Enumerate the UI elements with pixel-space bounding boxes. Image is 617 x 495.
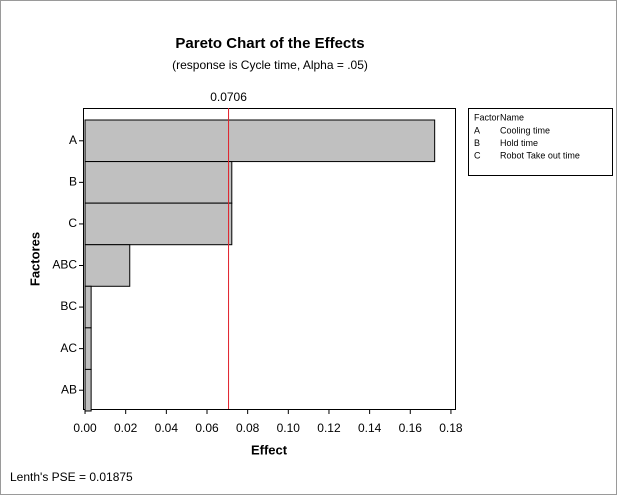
legend-name: Cooling time (500, 125, 550, 135)
chart-subtitle: (response is Cycle time, Alpha = .05) (172, 58, 368, 72)
y-tick-label: AB (61, 382, 77, 396)
legend-name: Hold time (500, 138, 538, 148)
legend-factor: B (474, 138, 480, 148)
x-tick-label: 0.12 (317, 421, 341, 435)
legend-box (468, 108, 613, 176)
y-tick-label: AC (60, 341, 77, 355)
y-tick-label: BC (60, 299, 77, 313)
x-tick-label: 0.18 (439, 421, 463, 435)
y-tick-label: ABC (52, 258, 77, 272)
x-axis-label: Effect (251, 442, 288, 457)
bar (84, 161, 233, 204)
bar (84, 285, 92, 329)
legend-header: Name (500, 112, 524, 122)
x-tick-label: 0.02 (114, 421, 138, 435)
legend-factor: C (474, 150, 481, 160)
bar (84, 244, 131, 287)
bar (84, 327, 92, 370)
x-tick-label: 0.00 (73, 421, 97, 435)
x-tick-label: 0.10 (277, 421, 301, 435)
y-tick-label: C (68, 216, 77, 230)
x-tick-label: 0.06 (195, 421, 219, 435)
legend-header: Factor (474, 112, 500, 122)
legend-name: Robot Take out time (500, 150, 580, 160)
chart-title: Pareto Chart of the Effects (175, 35, 364, 52)
x-tick-label: 0.08 (236, 421, 260, 435)
bar (84, 119, 436, 163)
x-tick-label: 0.16 (399, 421, 423, 435)
x-tick-label: 0.14 (358, 421, 382, 435)
reference-label: 0.0706 (210, 90, 247, 104)
x-tick-label: 0.04 (155, 421, 179, 435)
footnote: Lenth's PSE = 0.01875 (10, 470, 133, 484)
y-axis-label: Factores (27, 232, 42, 286)
y-tick-label: B (69, 175, 77, 189)
legend-factor: A (474, 125, 480, 135)
bar (84, 202, 233, 246)
bar (84, 368, 92, 412)
y-tick-label: A (69, 133, 77, 147)
